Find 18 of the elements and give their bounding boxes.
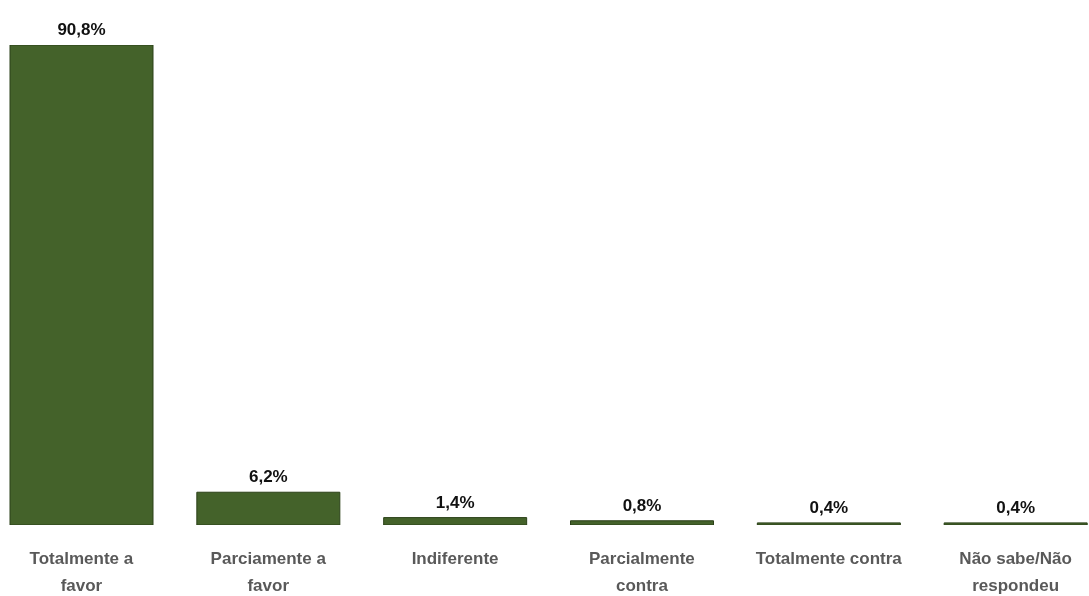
x-tick-label: Parciamente a favor: [210, 549, 327, 595]
x-tick-label: Parcialmente contra: [588, 549, 695, 595]
bar: [196, 491, 341, 525]
bar: [9, 45, 154, 525]
bar: [570, 520, 714, 525]
data-label: 0,4%: [809, 497, 849, 517]
bar: [943, 522, 1088, 525]
bar: [756, 522, 901, 525]
data-label: 1,4%: [435, 492, 475, 512]
x-tick-label: Indiferente: [411, 549, 499, 568]
x-tick-label: Totalmente a favor: [29, 549, 134, 595]
bar: [383, 517, 528, 525]
data-label: 6,2%: [248, 467, 288, 487]
x-tick-label: Não sabe/Não respondeu: [959, 549, 1072, 595]
data-label: 0,8%: [622, 495, 662, 515]
data-label: 0,4%: [996, 497, 1036, 517]
data-label: 90,8%: [57, 20, 106, 39]
x-tick-label: Totalmente contra: [755, 549, 903, 568]
